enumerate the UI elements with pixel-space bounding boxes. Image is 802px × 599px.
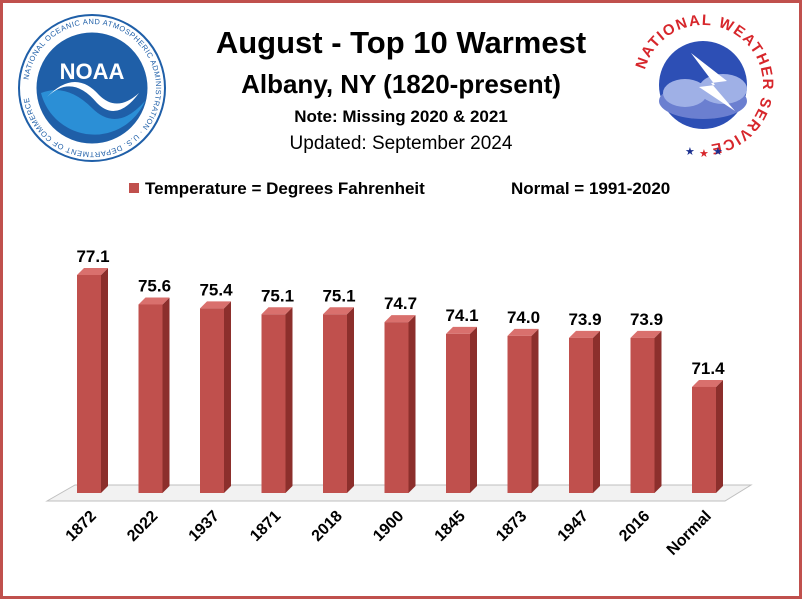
data-label: 77.1 — [76, 247, 109, 266]
data-label: 73.9 — [568, 310, 601, 329]
legend-series-label: Temperature = Degrees Fahrenheit — [145, 179, 425, 198]
bar-top — [507, 328, 539, 336]
bar-side — [162, 297, 170, 493]
bar — [692, 379, 723, 493]
legend-swatch — [129, 183, 139, 193]
category-label: 1871 — [247, 508, 284, 545]
bar-top — [323, 307, 354, 315]
bar-side — [531, 328, 539, 493]
legend-series: Temperature = Degrees Fahrenheit — [129, 179, 425, 199]
chart-subtitle: Albany, NY (1820-present) — [241, 69, 561, 99]
data-label: 75.1 — [322, 286, 355, 305]
bar-side — [224, 301, 231, 493]
category-label: 2022 — [124, 508, 161, 545]
bar-top — [569, 330, 600, 338]
category-label: 2018 — [309, 508, 346, 545]
noaa-center-text: NOAA — [60, 59, 125, 84]
bar-side — [347, 307, 354, 493]
chart-note: Note: Missing 2020 & 2021 — [294, 107, 508, 126]
bar-front — [507, 335, 532, 493]
bar-front — [323, 314, 347, 493]
nws-logo: NATIONAL WEATHER SERVICE ★ ★ ★ — [629, 11, 777, 160]
bar — [138, 297, 170, 493]
bar-side — [470, 326, 477, 493]
bar-side — [408, 315, 416, 493]
bar — [630, 330, 662, 493]
category-label: 1937 — [186, 508, 223, 545]
bar-side — [101, 268, 108, 493]
data-label: 73.9 — [630, 310, 663, 329]
bar — [569, 330, 600, 493]
bar-top — [261, 307, 293, 315]
bar-top — [77, 268, 108, 275]
nws-star-icon: ★ — [699, 148, 709, 160]
category-label: 1947 — [555, 508, 592, 545]
bar-front — [138, 304, 163, 493]
category-label: 2016 — [616, 508, 653, 545]
data-label: 75.6 — [138, 276, 171, 295]
category-label: 1900 — [370, 508, 407, 545]
category-label: 1873 — [493, 508, 530, 545]
bars-group — [77, 268, 723, 493]
data-label: 75.1 — [261, 286, 294, 305]
bar-front — [692, 386, 716, 493]
chart-title: August - Top 10 Warmest — [215, 25, 587, 60]
bar-side — [593, 330, 600, 493]
category-label: 1872 — [63, 508, 100, 545]
bar-top — [384, 315, 416, 323]
nws-star-icon: ★ — [713, 146, 723, 158]
bar-top — [446, 326, 477, 334]
bar-side — [716, 379, 723, 493]
bar-front — [569, 337, 593, 493]
data-label: 74.1 — [445, 306, 478, 325]
nws-star-icon: ★ — [685, 146, 695, 158]
category-label: 1845 — [432, 508, 469, 545]
bar — [261, 307, 293, 493]
bar-front — [384, 322, 409, 493]
bar-front — [261, 314, 286, 493]
category-label: Normal — [664, 508, 715, 559]
bar-top — [630, 330, 662, 338]
bar — [200, 301, 231, 493]
bar — [446, 326, 477, 493]
data-label: 71.4 — [691, 359, 725, 378]
bar-top — [200, 301, 231, 309]
value-labels-group: 77.1 75.6 75.4 75.1 75.1 74.7 74.1 74.0 73.9 73.9… — [76, 247, 725, 378]
data-label: 75.4 — [199, 280, 233, 299]
bar-side — [285, 307, 293, 493]
bar-top — [138, 297, 170, 305]
bar — [384, 315, 416, 493]
updated-date: Updated: September 2024 — [289, 133, 513, 154]
bar-top — [692, 379, 723, 387]
noaa-logo: NOAA NATIONAL OCEANIC AND ATMOSPHERIC AD… — [18, 14, 166, 162]
bar-front — [630, 337, 655, 493]
bar-front — [446, 333, 470, 493]
data-label: 74.7 — [384, 294, 417, 313]
legend-normal-label: Normal = 1991-2020 — [511, 179, 671, 198]
bar-chart: 77.1 75.6 75.4 75.1 75.1 74.7 74.1 74.0 73.9 73.9… — [45, 247, 753, 559]
bar — [507, 328, 539, 493]
bar-side — [654, 330, 662, 493]
data-label: 74.0 — [507, 308, 540, 327]
bar-front — [200, 308, 224, 493]
bar — [323, 307, 354, 493]
bar-front — [77, 275, 101, 493]
category-labels-group: 1872 2022 1937 1871 2018 1900 1845 1873 1947 2016… — [63, 508, 715, 559]
bar — [77, 268, 108, 493]
